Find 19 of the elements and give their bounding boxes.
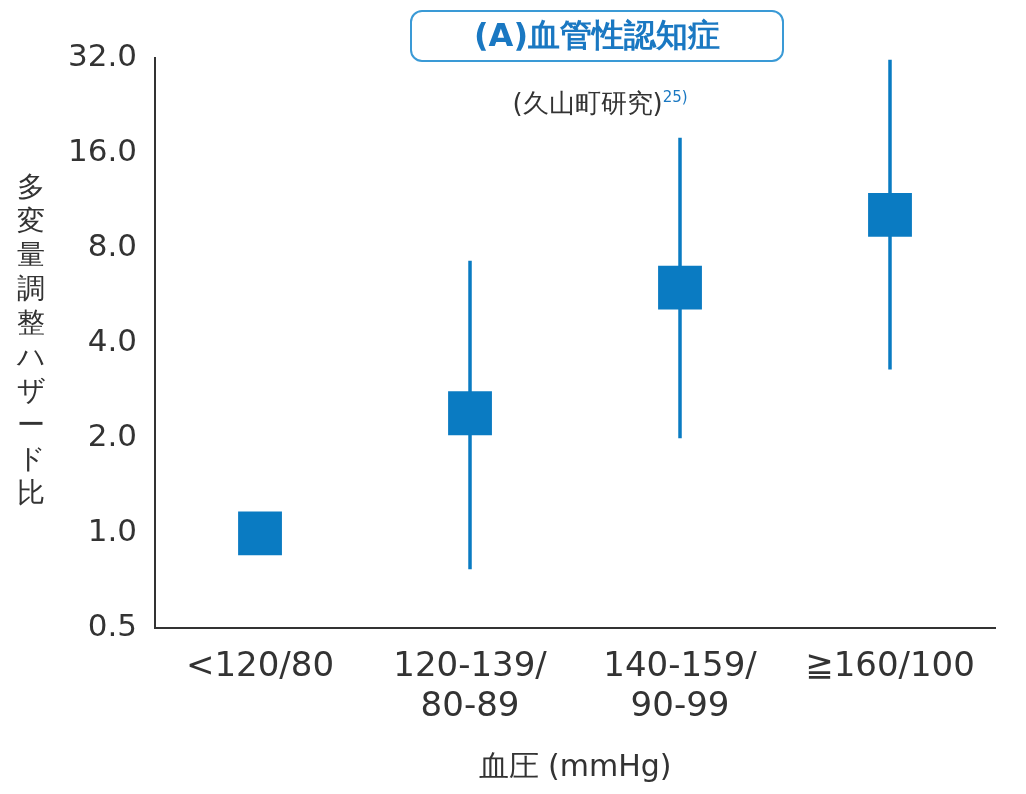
x-tick-label: <120/80 xyxy=(185,643,335,684)
x-tick-label: 120-139/80-89 xyxy=(393,643,548,725)
point xyxy=(238,511,282,556)
y-tick-label: 16.0 xyxy=(67,132,138,169)
y-tick-label: 2.0 xyxy=(87,417,138,454)
y-tick-label: 8.0 xyxy=(87,227,138,264)
y-tick-label: 0.5 xyxy=(87,607,138,644)
text: (久山町研究)$^{25)}$ xyxy=(511,87,689,120)
x-tick-label: ≧160/100 xyxy=(805,643,975,684)
point xyxy=(448,391,492,436)
y-tick-label: 1.0 xyxy=(87,512,138,549)
x-axis-title: 血圧 (mmHg) xyxy=(478,747,672,783)
y-tick-label: 4.0 xyxy=(87,322,138,359)
text: 多変量調整ハザード比 xyxy=(16,170,46,509)
point xyxy=(658,265,702,310)
x-tick-label: 140-159/90-99 xyxy=(603,643,758,725)
chart-title: (A)血管性認知症 xyxy=(410,10,784,62)
y-tick-label: 32.0 xyxy=(67,37,138,74)
point xyxy=(868,192,912,237)
